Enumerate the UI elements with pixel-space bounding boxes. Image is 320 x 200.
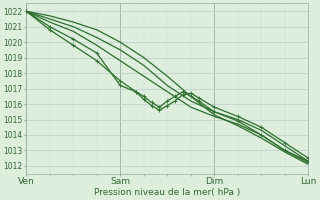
X-axis label: Pression niveau de la mer( hPa ): Pression niveau de la mer( hPa ) xyxy=(94,188,240,197)
